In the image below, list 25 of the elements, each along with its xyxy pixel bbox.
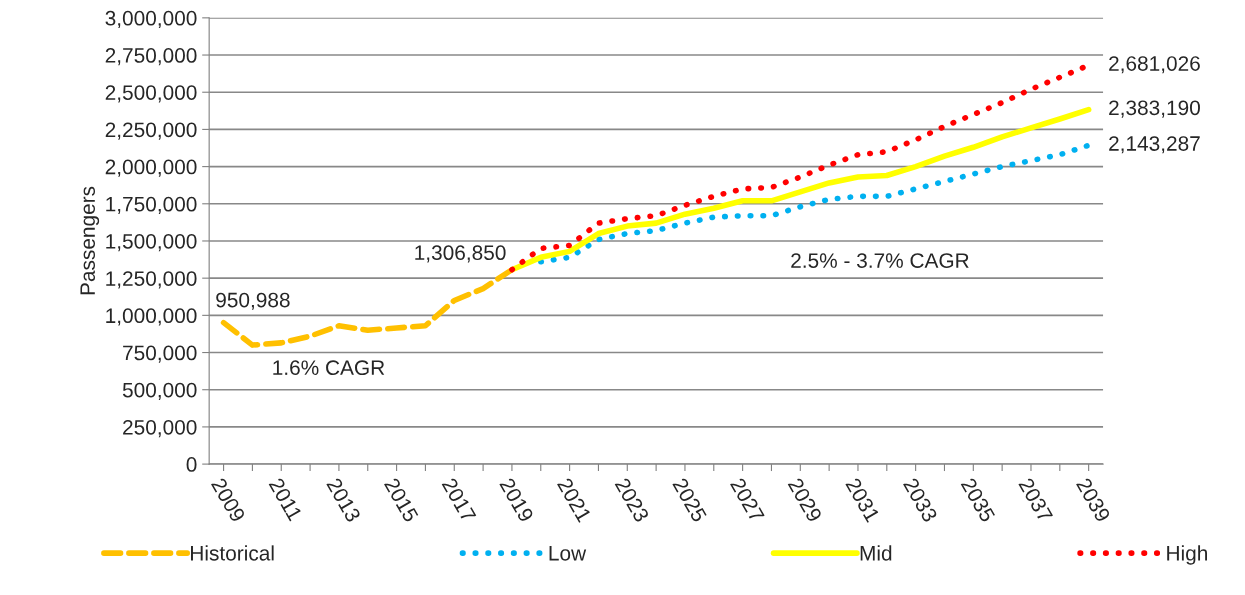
annotation: 2.5% - 3.7% CAGR xyxy=(791,253,969,268)
y-tick-label: 2,000,000 xyxy=(105,159,197,177)
y-tick-label: 1,000,000 xyxy=(106,308,197,326)
y-tick-label: 0 xyxy=(186,457,197,472)
legend-label: Historical xyxy=(191,545,274,561)
annotation: 2,681,026 xyxy=(1109,56,1200,74)
y-tick-label: 2,500,000 xyxy=(105,85,197,103)
annotation: 1,306,850 xyxy=(415,245,506,263)
y-tick-label: 1,250,000 xyxy=(106,271,197,289)
y-axis-title: Passengers xyxy=(80,186,100,295)
y-tick-label: 500,000 xyxy=(122,382,197,400)
legend-label: Mid xyxy=(860,545,892,561)
annotation: 2,143,287 xyxy=(1109,136,1200,154)
y-tick-label: 2,750,000 xyxy=(105,48,197,66)
y-tick-label: 250,000 xyxy=(123,419,197,438)
y-tick-label: 1,500,000 xyxy=(106,233,197,252)
y-tick-label: 3,000,000 xyxy=(105,10,197,29)
y-tick-label: 2,250,000 xyxy=(105,122,197,140)
legend-label: High xyxy=(1167,545,1207,565)
annotation: 1.6% CAGR xyxy=(273,360,385,376)
y-tick-label: 1,750,000 xyxy=(106,196,197,214)
legend-label: Low xyxy=(549,546,587,561)
y-tick-label: 750,000 xyxy=(123,345,197,363)
annotation: 2,383,190 xyxy=(1109,100,1200,118)
annotation: 950,988 xyxy=(216,292,290,310)
